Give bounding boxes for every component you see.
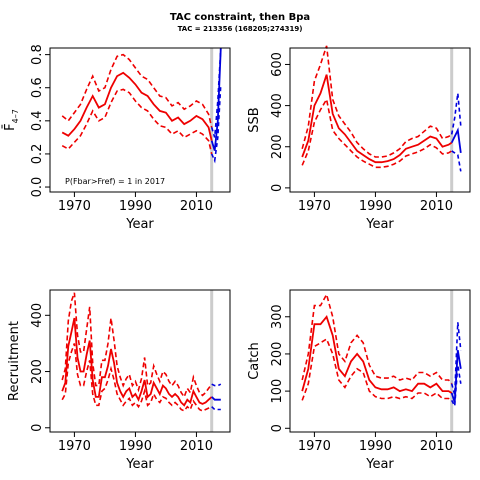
x-axis-label: Year [365,457,394,472]
plot-frame [289,47,471,193]
historic-upper-line [61,53,213,128]
projection-upper-line [450,93,462,135]
y-tick-label: 400 [270,93,285,118]
y-tick-label: 0.4 [30,110,45,131]
x-tick-label: 1990 [359,199,392,214]
historic-median-line [61,71,213,141]
y-tick-label: 300 [270,304,285,329]
panel-ssb: 1970 1990 2010 0 200 400 600 Year SSB [247,45,471,232]
projection-median-line [211,396,221,401]
y-tick-label: 0.0 [30,177,45,198]
figure-subtitle: TAC = 213356 (168205;274319) [178,25,303,33]
projection-lower-line [450,364,462,409]
panels: 1970 1990 2010 0.0 0.2 0.4 0.6 0.8 Year F̄4–7 P(Fb… [3,44,471,472]
x-tick-label: 1970 [298,199,331,214]
y-tick-label: 0.6 [30,77,45,98]
y-tick-label: 400 [30,303,45,328]
y-axis-label: Catch [247,342,262,380]
projection-median-line [450,127,462,154]
y-axis-label: SSB [247,107,262,132]
y-tick-label: 0.8 [30,44,45,65]
y-tick-label: 0 [270,424,285,432]
historic-upper-line [301,292,453,385]
figure-title: TAC constraint, then Bpa [170,12,310,23]
x-axis-label: Year [125,217,154,232]
y-axis-label: F̄4–7 [3,109,20,131]
y-tick-label: 600 [270,52,285,77]
historic-lower-line [301,337,453,402]
x-axis-label: Year [125,457,154,472]
projection-median-line [450,350,462,403]
panel-catch: 1970 1990 2010 0 100 200 300 Year Catch [247,289,471,472]
historic-upper-line [61,292,213,399]
projection-upper-line [211,383,222,387]
x-tick-label: 2010 [420,439,453,454]
historic-lower-line [61,343,213,412]
y-tick-label: 0 [270,184,285,192]
x-axis-label: Year [365,217,394,232]
projection-lower-line [451,150,462,172]
historic-lower-line [61,88,213,155]
x-tick-label: 2010 [180,199,213,214]
chart-annotation: P(Fbar>Fref) = 1 in 2017 [65,177,165,186]
x-tick-label: 2010 [420,199,453,214]
historic-median-line [61,317,213,407]
y-axis-label: Recruitment [7,321,22,401]
y-tick-label: 200 [30,359,45,384]
x-tick-label: 2010 [180,439,213,454]
y-tick-label: 0 [30,424,45,432]
historic-median-line [301,314,453,394]
projection-lower-line [210,84,222,164]
panel-recruitment: 1970 1990 2010 0 200 400 Year Recruitment [7,289,231,472]
x-tick-label: 1990 [119,199,152,214]
projection-upper-line [450,322,462,396]
projection-lower-line [211,406,221,411]
x-tick-label: 1970 [58,439,91,454]
historic-median-line [301,74,453,164]
y-tick-label: 0.2 [30,144,45,165]
x-tick-label: 1970 [58,199,91,214]
plot-frame [49,47,231,193]
x-tick-label: 1970 [298,439,331,454]
historic-lower-line [301,97,453,169]
y-tick-label: 100 [270,379,285,404]
y-tick-label: 200 [270,342,285,367]
x-tick-label: 1990 [119,439,152,454]
projection-median-line [210,47,222,151]
historic-upper-line [301,45,453,158]
panel-fbar: 1970 1990 2010 0.0 0.2 0.4 0.6 0.8 Year F̄4–7 P(Fb… [3,44,231,232]
plot-frame [289,289,471,433]
plot-frame [49,289,231,433]
y-axis-label-subscript: 4–7 [11,109,20,123]
y-tick-label: 200 [270,134,285,159]
x-tick-label: 1990 [359,439,392,454]
